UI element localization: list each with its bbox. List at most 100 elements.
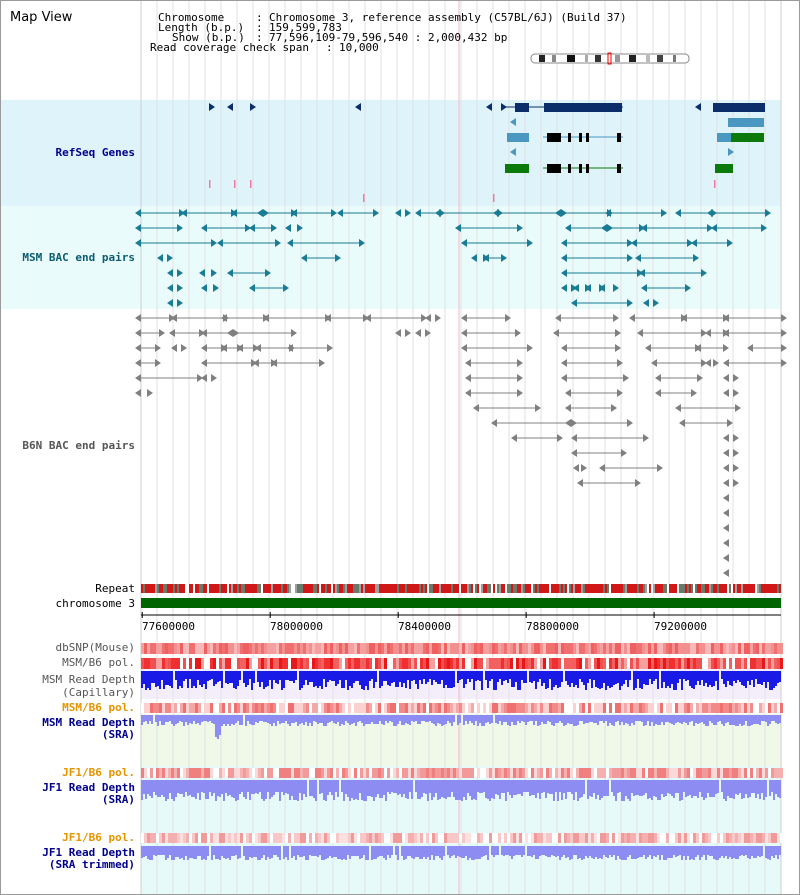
- depth-bar: [453, 671, 455, 687]
- polymorphism-bin: [537, 643, 540, 654]
- depth-bar: [239, 846, 241, 858]
- b6n-bac-track-label[interactable]: B6N BAC end pairs: [22, 439, 135, 452]
- depth-bar: [607, 846, 609, 858]
- depth-bar: [159, 780, 161, 797]
- refseq-track-label[interactable]: RefSeq Genes: [55, 146, 135, 159]
- polymorphism-bin: [567, 643, 570, 654]
- depth-bar: [749, 846, 751, 859]
- polymorphism-bin: [753, 833, 756, 843]
- polymorphism-bin: [405, 658, 408, 669]
- depth-bar: [661, 715, 663, 722]
- polymorphism-bin: [297, 658, 300, 669]
- depth-bar: [503, 671, 505, 681]
- repeat-block: [229, 584, 231, 593]
- polymorphism-bin: [207, 643, 210, 654]
- depth-bar: [735, 846, 737, 859]
- polymorphism-bin: [660, 703, 663, 713]
- polymorphism-bin: [750, 833, 753, 843]
- depth-bar: [335, 780, 337, 792]
- polymorphism-bin: [351, 833, 354, 843]
- repeat-block: [277, 584, 279, 593]
- depth-bar: [497, 780, 499, 795]
- bac-end-arrow: [301, 254, 307, 262]
- gene-exon: [617, 133, 621, 142]
- polymorphism-bin: [717, 768, 720, 778]
- gene-exon: [568, 164, 571, 173]
- polymorphism-bin: [537, 658, 540, 669]
- depth-bar: [615, 715, 617, 722]
- bac-end-arrow: [701, 329, 707, 337]
- depth-bar: [515, 846, 517, 855]
- polymorphism-bin: [720, 768, 723, 778]
- depth-bar: [401, 715, 403, 725]
- depth-bar: [699, 715, 701, 723]
- depth-bar: [619, 671, 621, 690]
- depth-bar: [741, 846, 743, 855]
- repeat-block: [763, 584, 765, 593]
- depth-bar: [575, 780, 577, 792]
- polymorphism-bin: [507, 643, 510, 654]
- depth-bar: [289, 715, 291, 726]
- polymorphism-bin: [474, 703, 477, 713]
- depth-bar: [455, 780, 457, 800]
- repeat-block: [549, 584, 551, 593]
- depth-bar: [649, 780, 651, 798]
- depth-bar: [229, 715, 231, 726]
- polymorphism-bin: [564, 768, 567, 778]
- repeat-block: [299, 584, 301, 593]
- polymorphism-bin: [354, 658, 357, 669]
- polymorphism-bin: [639, 703, 642, 713]
- repeat-block: [745, 584, 747, 593]
- polymorphism-bin: [441, 833, 444, 843]
- depth-bar: [407, 715, 409, 724]
- repeat-block: [385, 584, 387, 593]
- depth-bar: [697, 846, 699, 855]
- polymorphism-bin: [657, 643, 660, 654]
- polymorphism-bin: [492, 703, 495, 713]
- polymorphism-bin: [210, 643, 213, 654]
- polymorphism-bin: [630, 833, 633, 843]
- polymorphism-bin: [273, 703, 276, 713]
- polymorphism-bin: [600, 703, 603, 713]
- bac-end-arrow: [631, 239, 637, 247]
- polymorphism-bin: [588, 833, 591, 843]
- polymorphism-bin: [702, 703, 705, 713]
- depth-bar: [615, 780, 617, 801]
- depth-bar: [425, 846, 427, 859]
- polymorphism-bin: [663, 768, 666, 778]
- msm-bac-track-label[interactable]: MSM BAC end pairs: [22, 251, 135, 264]
- depth-bar: [649, 715, 651, 726]
- polymorphism-bin: [495, 643, 498, 654]
- polymorphism-bin: [180, 658, 183, 669]
- depth-bar: [459, 846, 461, 857]
- polymorphism-bin: [729, 703, 732, 713]
- polymorphism-bin: [471, 833, 474, 843]
- polymorphism-bin: [450, 768, 453, 778]
- polymorphism-bin: [636, 703, 639, 713]
- depth-bar: [231, 846, 233, 856]
- polymorphism-bin: [633, 703, 636, 713]
- polymorphism-bin: [525, 658, 528, 669]
- depth-bar: [305, 780, 307, 797]
- repeat-block: [511, 584, 513, 593]
- bac-end-arrow: [177, 299, 183, 307]
- depth-bar: [327, 780, 329, 795]
- polymorphism-bin: [207, 833, 210, 843]
- depth-bar: [485, 780, 487, 798]
- depth-bar: [555, 715, 557, 723]
- depth-bar: [627, 780, 629, 799]
- depth-bar: [355, 846, 357, 856]
- polymorphism-bin: [525, 643, 528, 654]
- polymorphism-bin: [324, 643, 327, 654]
- repeat-block: [291, 584, 293, 593]
- bac-end-arrow: [561, 374, 567, 382]
- depth-bar: [587, 846, 589, 858]
- depth-bar: [195, 715, 197, 724]
- depth-bar: [319, 846, 321, 855]
- polymorphism-bin: [162, 768, 165, 778]
- depth-bar: [247, 780, 249, 792]
- polymorphism-bin: [729, 658, 732, 669]
- depth-bar: [187, 715, 189, 725]
- depth-bar: [291, 715, 293, 723]
